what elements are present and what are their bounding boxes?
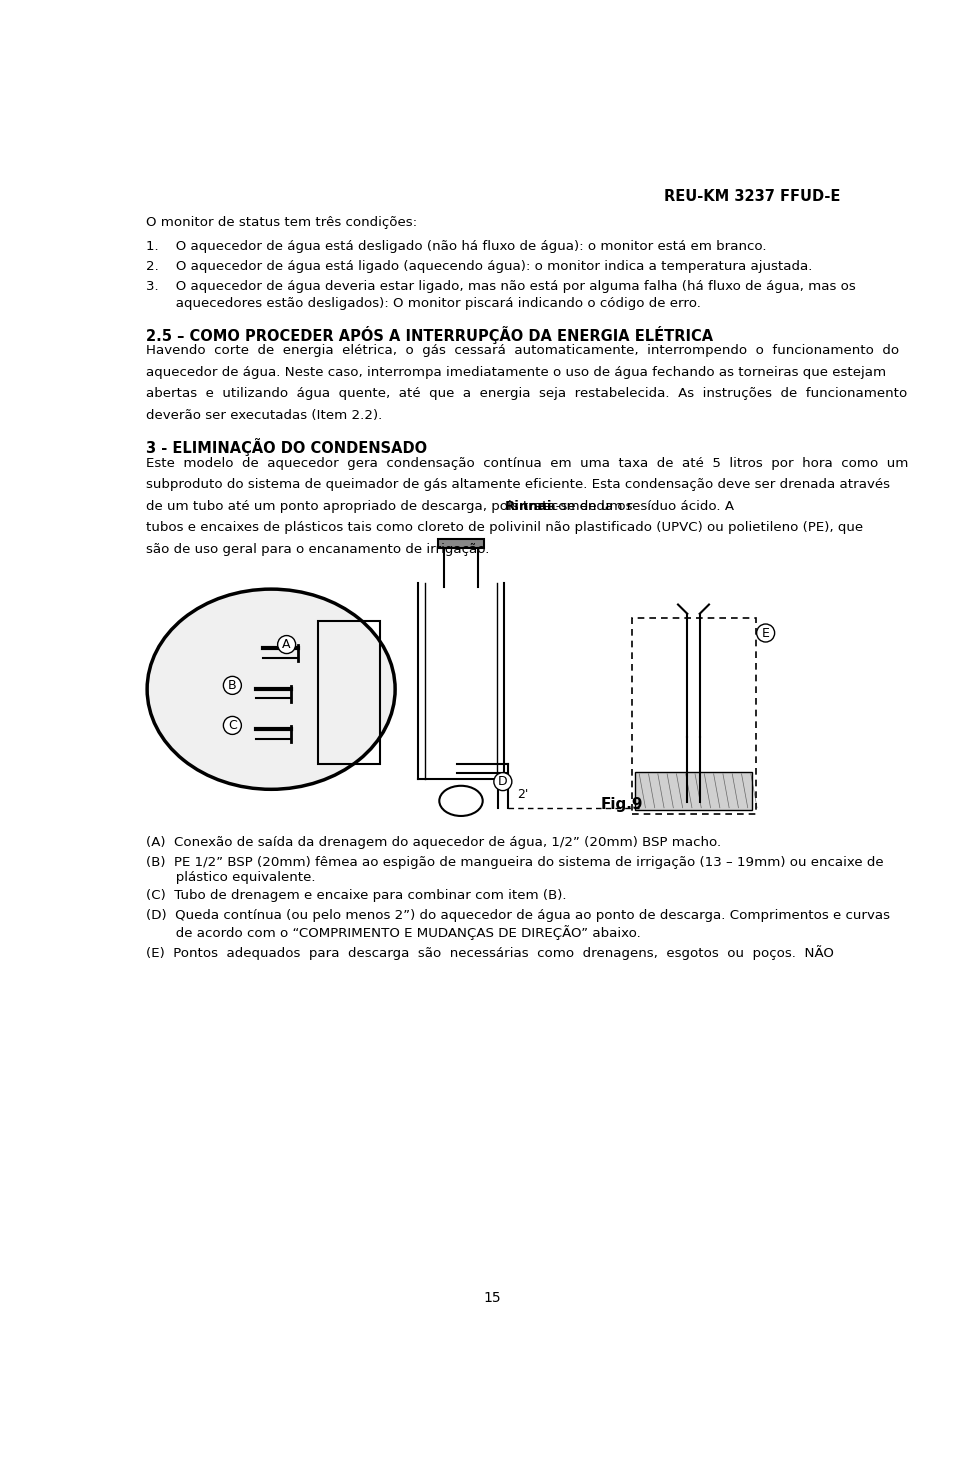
Text: plástico equivalente.: plástico equivalente. — [146, 870, 315, 883]
Text: 2.5 – COMO PROCEDER APÓS A INTERRUPÇÃO DA ENERGIA ELÉTRICA: 2.5 – COMO PROCEDER APÓS A INTERRUPÇÃO D… — [146, 326, 712, 344]
Text: Rinnai: Rinnai — [505, 500, 552, 513]
Text: 2.    O aquecedor de água está ligado (aquecendo água): o monitor indica a tempe: 2. O aquecedor de água está ligado (aque… — [146, 260, 812, 272]
Polygon shape — [636, 772, 752, 810]
Text: 2': 2' — [516, 788, 528, 801]
Text: Havendo  corte  de  energia  elétrica,  o  gás  cessará  automaticamente,  inter: Havendo corte de energia elétrica, o gás… — [146, 344, 899, 357]
Text: (A)  Conexão de saída da drenagem do aquecedor de água, 1/2” (20mm) BSP macho.: (A) Conexão de saída da drenagem do aque… — [146, 835, 721, 848]
Ellipse shape — [147, 589, 396, 789]
Text: 3 - ELIMINAÇÃO DO CONDENSADO: 3 - ELIMINAÇÃO DO CONDENSADO — [146, 438, 426, 456]
Text: deverão ser executadas (Item 2.2).: deverão ser executadas (Item 2.2). — [146, 409, 382, 422]
Text: (C)  Tubo de drenagem e encaixe para combinar com item (B).: (C) Tubo de drenagem e encaixe para comb… — [146, 889, 566, 903]
Bar — [318, 622, 379, 764]
Text: aquecedores estão desligados): O monitor piscará indicando o código de erro.: aquecedores estão desligados): O monitor… — [146, 297, 701, 310]
Text: O monitor de status tem três condições:: O monitor de status tem três condições: — [146, 216, 417, 229]
Text: aquecedor de água. Neste caso, interrompa imediatamente o uso de água fechando a: aquecedor de água. Neste caso, interromp… — [146, 366, 886, 379]
Text: de acordo com o “COMPRIMENTO E MUDANÇAS DE DIREÇÃO” abaixo.: de acordo com o “COMPRIMENTO E MUDANÇAS … — [146, 925, 640, 939]
Text: Este  modelo  de  aquecedor  gera  condensação  contínua  em  uma  taxa  de  até: Este modelo de aquecedor gera condensaçã… — [146, 457, 908, 470]
Text: subproduto do sistema de queimador de gás altamente eficiente. Esta condensação : subproduto do sistema de queimador de gá… — [146, 478, 890, 491]
Text: são de uso geral para o encanamento de irrigação.: são de uso geral para o encanamento de i… — [146, 542, 489, 556]
Text: REU-KM 3237 FFUD-E: REU-KM 3237 FFUD-E — [664, 188, 841, 204]
Text: 1.    O aquecedor de água está desligado (não há fluxo de água): o monitor está : 1. O aquecedor de água está desligado (n… — [146, 240, 766, 253]
Text: (B)  PE 1/2” BSP (20mm) fêmea ao espigão de mangueira do sistema de irrigação (1: (B) PE 1/2” BSP (20mm) fêmea ao espigão … — [146, 856, 883, 869]
Text: B: B — [228, 679, 237, 692]
Text: (D)  Queda contínua (ou pelo menos 2”) do aquecedor de água ao ponto de descarga: (D) Queda contínua (ou pelo menos 2”) do… — [146, 910, 890, 923]
Text: 3.    O aquecedor de água deveria estar ligado, mas não está por alguma falha (h: 3. O aquecedor de água deveria estar lig… — [146, 279, 855, 293]
Text: (E)  Pontos  adequados  para  descarga  são  necessárias  como  drenagens,  esgo: (E) Pontos adequados para descarga são n… — [146, 945, 833, 960]
Bar — [632, 617, 756, 814]
Text: abertas  e  utilizando  água  quente,  até  que  a  energia  seja  restabelecida: abertas e utilizando água quente, até qu… — [146, 388, 907, 400]
Text: de um tubo até um ponto apropriado de descarga, pois trata-se de um resíduo ácid: de um tubo até um ponto apropriado de de… — [146, 500, 738, 513]
Text: C: C — [228, 719, 237, 732]
Text: D: D — [498, 775, 508, 788]
Text: tubos e encaixes de plásticos tais como cloreto de polivinil não plastificado (U: tubos e encaixes de plásticos tais como … — [146, 522, 863, 535]
Text: 15: 15 — [483, 1291, 501, 1305]
Bar — [438, 539, 484, 548]
Text: E: E — [761, 626, 770, 639]
Text: Fig.9: Fig.9 — [601, 797, 643, 813]
Text: recomenda os: recomenda os — [533, 500, 633, 513]
Text: A: A — [282, 638, 291, 651]
